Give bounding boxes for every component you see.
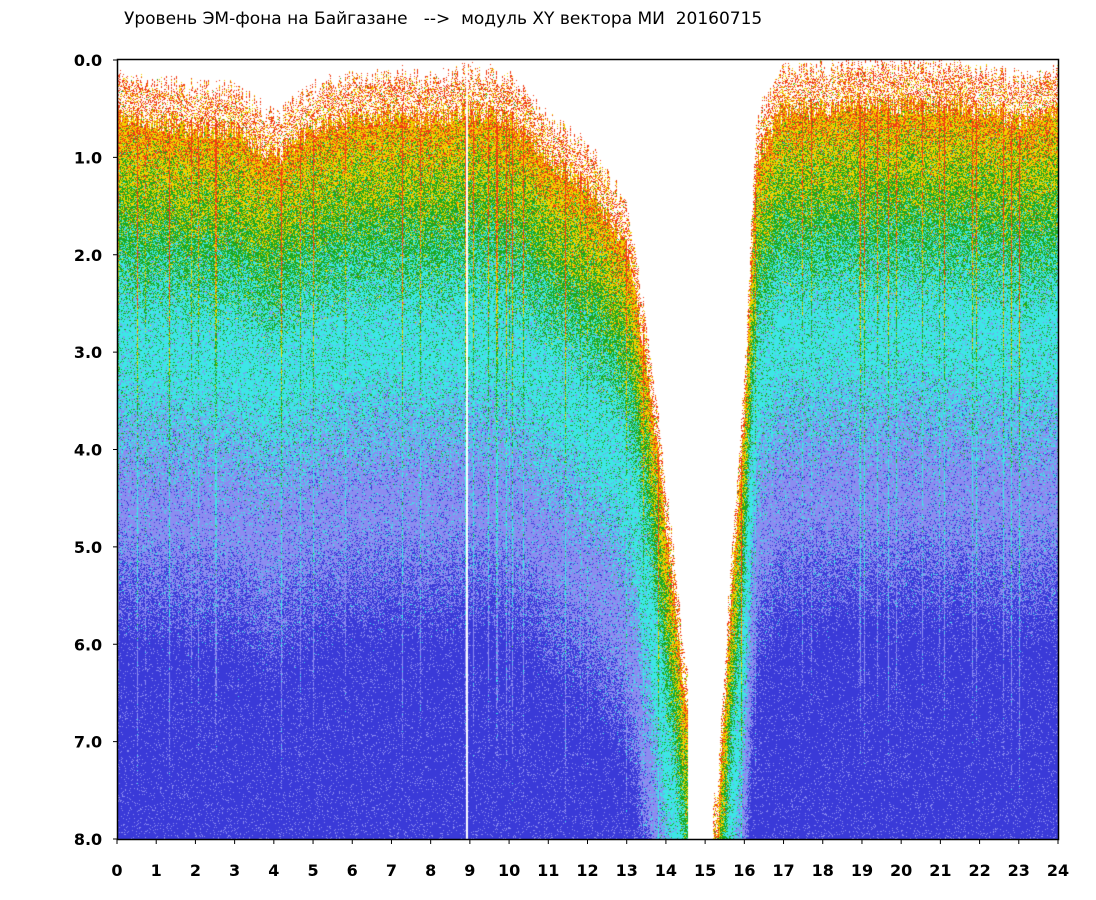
y-tick-label: 3.0	[74, 343, 102, 362]
x-tick-label: 7	[386, 861, 397, 880]
x-tick-label: 6	[347, 861, 358, 880]
x-tick-label: 19	[851, 861, 873, 880]
x-tick-label: 13	[616, 861, 638, 880]
x-tick-label: 4	[268, 861, 279, 880]
y-tick-label: 1.0	[74, 148, 102, 167]
x-tick-label: 24	[1047, 861, 1069, 880]
y-tick-label: 4.0	[74, 441, 102, 460]
x-tick-label: 5	[307, 861, 318, 880]
x-tick-label: 10	[498, 861, 520, 880]
x-tick-label: 2	[190, 861, 201, 880]
x-tick-label: 23	[1008, 861, 1030, 880]
x-tick-label: 0	[111, 861, 122, 880]
x-tick-label: 17	[772, 861, 794, 880]
x-tick-label: 20	[890, 861, 912, 880]
x-tick-label: 21	[929, 861, 951, 880]
x-tick-label: 16	[733, 861, 755, 880]
y-tick-label: 2.0	[74, 246, 102, 265]
x-tick-label: 8	[425, 861, 436, 880]
x-tick-label: 9	[464, 861, 475, 880]
x-tick-label: 15	[694, 861, 716, 880]
chart-title: Уровень ЭМ-фона на Байгазане --> модуль …	[124, 9, 763, 29]
y-tick-label: 6.0	[74, 635, 102, 654]
x-tick-label: 11	[537, 861, 559, 880]
x-tick-label: 1	[151, 861, 162, 880]
x-tick-label: 12	[576, 861, 598, 880]
y-tick-label: 0.0	[74, 51, 102, 70]
y-tick-label: 8.0	[74, 830, 102, 849]
x-tick-label: 22	[968, 861, 990, 880]
y-axis-ticks: 0.0 1.0 2.0 3.0 4.0 5.0 6.0 7.0 8.0	[74, 51, 117, 849]
y-tick-label: 7.0	[74, 733, 102, 752]
x-axis-ticks: 0 1 2 3 4 5 6 7 8 9 10 11 12 13 14 15 16 17 18 19 20 21 22 23 24	[111, 839, 1069, 880]
x-tick-label: 3	[229, 861, 240, 880]
heatmap-plot-area	[117, 60, 1058, 839]
y-tick-label: 5.0	[74, 538, 102, 557]
x-tick-label: 14	[655, 861, 677, 880]
x-tick-label: 18	[812, 861, 834, 880]
